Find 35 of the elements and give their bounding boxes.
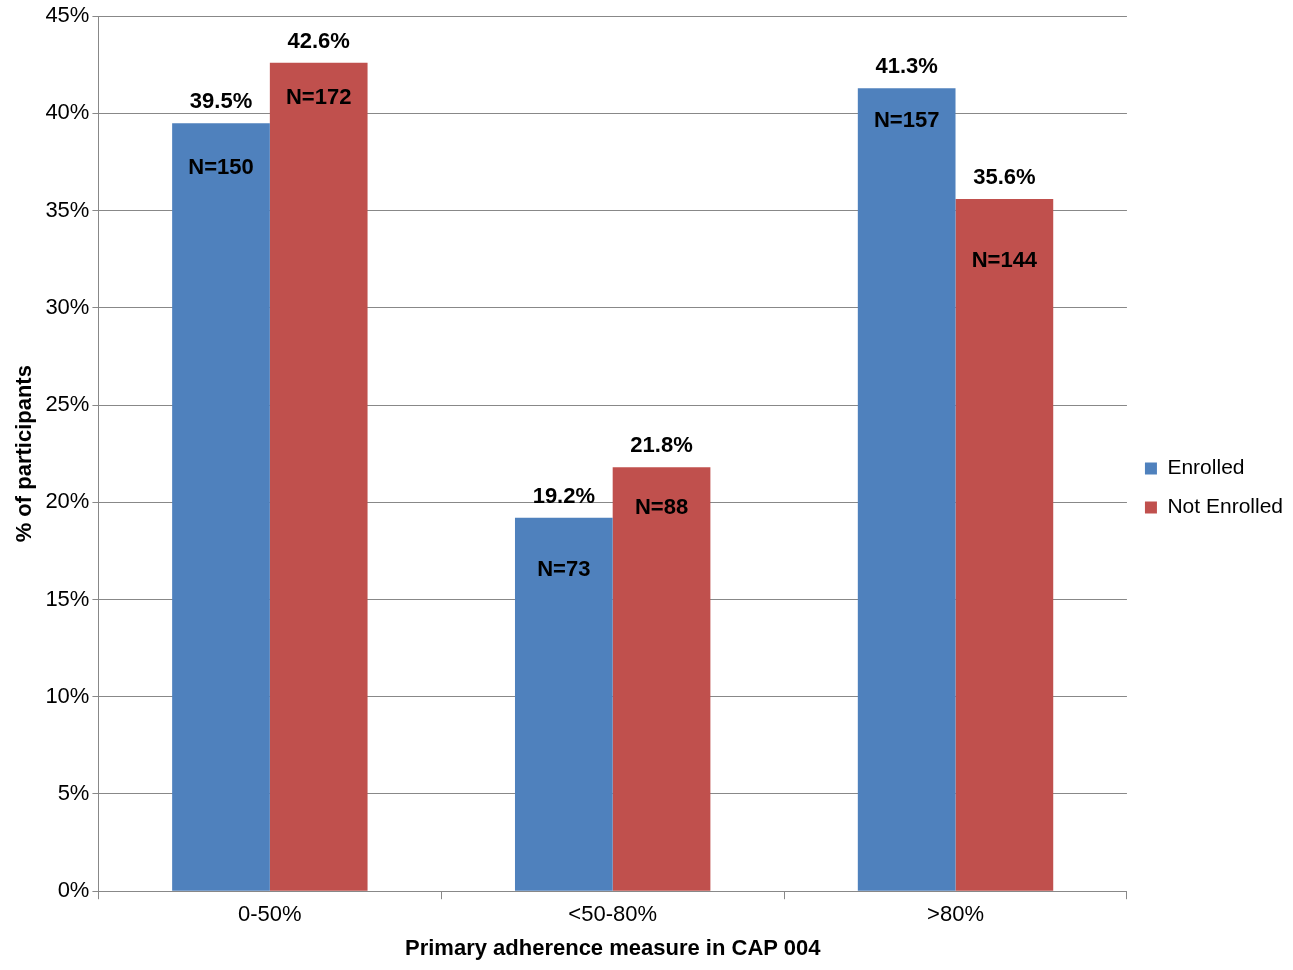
bar — [955, 198, 1054, 891]
y-tick-label: 35% — [45, 196, 90, 222]
bar — [612, 467, 711, 891]
bar — [269, 62, 368, 891]
bar — [172, 123, 270, 891]
annotation: N=172 — [285, 83, 352, 109]
x-tick-label: >80% — [927, 901, 984, 927]
x-axis-title: Primary adherence measure in CAP 004 — [405, 934, 822, 960]
data-label: 42.6% — [287, 27, 350, 53]
annotation: N=144 — [971, 247, 1038, 273]
annotation: N=88 — [634, 494, 689, 520]
data-label: 21.8% — [630, 432, 693, 458]
annotation: N=150 — [188, 153, 254, 179]
data-label: 39.5% — [189, 88, 253, 114]
y-tick-label: 30% — [45, 293, 90, 319]
y-tick-label: 15% — [45, 585, 90, 611]
data-label: 35.6% — [973, 164, 1036, 190]
data-label: 41.3% — [875, 53, 938, 79]
y-tick-label: 20% — [45, 488, 90, 514]
bar — [857, 88, 956, 891]
annotation: N=157 — [873, 107, 940, 133]
y-tick-label: 5% — [57, 780, 90, 806]
y-tick-label: 40% — [45, 99, 90, 125]
data-label: 19.2% — [532, 482, 596, 508]
legend-label: Not Enrolled — [1167, 494, 1283, 518]
y-tick-label: 25% — [45, 391, 90, 417]
x-tick-label: <50-80% — [568, 901, 658, 927]
legend-label: Enrolled — [1167, 455, 1245, 479]
y-tick-label: 45% — [45, 2, 90, 28]
annotation: N=73 — [537, 556, 591, 582]
x-tick-label: 0-50% — [238, 901, 302, 927]
y-tick-label: 0% — [57, 877, 90, 903]
y-axis-title: % of participants — [11, 365, 37, 543]
y-tick-label: 10% — [45, 682, 90, 708]
bar — [514, 517, 613, 891]
